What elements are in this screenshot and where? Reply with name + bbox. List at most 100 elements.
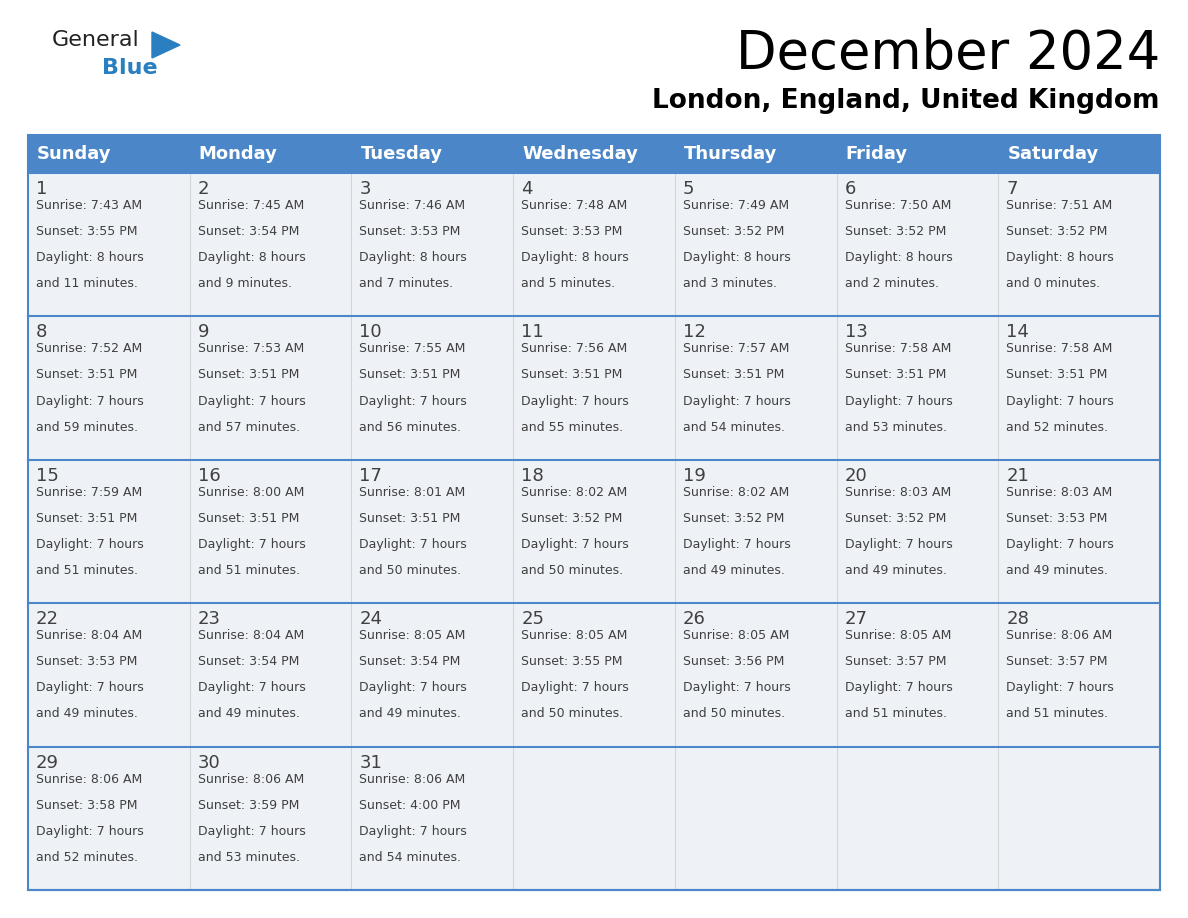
Text: Sunrise: 7:45 AM: Sunrise: 7:45 AM [197, 199, 304, 212]
Text: Daylight: 7 hours: Daylight: 7 hours [683, 538, 790, 551]
Text: Sunrise: 7:58 AM: Sunrise: 7:58 AM [845, 342, 950, 355]
Bar [352, 460, 513, 603]
Text: Daylight: 7 hours: Daylight: 7 hours [522, 681, 628, 694]
Text: and 50 minutes.: and 50 minutes. [522, 564, 624, 577]
Text: and 2 minutes.: and 2 minutes. [845, 277, 939, 290]
Text: Sunrise: 8:06 AM: Sunrise: 8:06 AM [1006, 629, 1112, 643]
Bar [190, 460, 352, 603]
Text: Sunset: 3:51 PM: Sunset: 3:51 PM [360, 368, 461, 382]
Text: Daylight: 7 hours: Daylight: 7 hours [845, 538, 953, 551]
Text: and 51 minutes.: and 51 minutes. [845, 708, 947, 721]
Text: 3: 3 [360, 180, 371, 198]
Text: Daylight: 7 hours: Daylight: 7 hours [522, 538, 628, 551]
Bar [998, 317, 1159, 460]
Text: Sunrise: 7:51 AM: Sunrise: 7:51 AM [1006, 199, 1112, 212]
Text: Sunset: 3:52 PM: Sunset: 3:52 PM [845, 225, 946, 238]
Text: Sunrise: 7:48 AM: Sunrise: 7:48 AM [522, 199, 627, 212]
Text: Daylight: 7 hours: Daylight: 7 hours [197, 538, 305, 551]
Text: Daylight: 7 hours: Daylight: 7 hours [360, 395, 467, 408]
Text: 10: 10 [360, 323, 383, 341]
Bar [190, 173, 352, 317]
Text: Sunrise: 7:57 AM: Sunrise: 7:57 AM [683, 342, 789, 355]
Text: Daylight: 7 hours: Daylight: 7 hours [360, 681, 467, 694]
Text: 21: 21 [1006, 466, 1029, 485]
Text: 6: 6 [845, 180, 855, 198]
Bar [29, 135, 1159, 890]
Text: and 51 minutes.: and 51 minutes. [197, 564, 299, 577]
Bar [29, 135, 1159, 173]
Text: 30: 30 [197, 754, 221, 772]
Text: Sunset: 3:54 PM: Sunset: 3:54 PM [197, 655, 299, 668]
Text: Sunset: 3:52 PM: Sunset: 3:52 PM [845, 512, 946, 525]
Text: London, England, United Kingdom: London, England, United Kingdom [652, 88, 1159, 114]
Text: 24: 24 [360, 610, 383, 628]
Text: Sunset: 3:53 PM: Sunset: 3:53 PM [1006, 512, 1107, 525]
Text: Sunset: 3:51 PM: Sunset: 3:51 PM [683, 368, 784, 382]
Text: Sunset: 4:00 PM: Sunset: 4:00 PM [360, 799, 461, 812]
Text: Sunset: 3:53 PM: Sunset: 3:53 PM [360, 225, 461, 238]
Text: 7: 7 [1006, 180, 1018, 198]
Text: Sunset: 3:59 PM: Sunset: 3:59 PM [197, 799, 299, 812]
Text: and 50 minutes.: and 50 minutes. [360, 564, 462, 577]
Text: and 49 minutes.: and 49 minutes. [197, 708, 299, 721]
Text: and 52 minutes.: and 52 minutes. [1006, 420, 1108, 433]
Text: Sunrise: 8:06 AM: Sunrise: 8:06 AM [36, 773, 143, 786]
Text: Sunrise: 8:01 AM: Sunrise: 8:01 AM [360, 486, 466, 498]
Text: 16: 16 [197, 466, 221, 485]
Text: Daylight: 8 hours: Daylight: 8 hours [845, 252, 953, 264]
Text: and 5 minutes.: and 5 minutes. [522, 277, 615, 290]
Text: and 51 minutes.: and 51 minutes. [36, 564, 138, 577]
Text: Sunrise: 8:00 AM: Sunrise: 8:00 AM [197, 486, 304, 498]
Text: Sunset: 3:55 PM: Sunset: 3:55 PM [522, 655, 623, 668]
Text: Daylight: 7 hours: Daylight: 7 hours [683, 395, 790, 408]
Bar [352, 746, 513, 890]
Bar [675, 460, 836, 603]
Text: General: General [52, 30, 140, 50]
Text: and 49 minutes.: and 49 minutes. [36, 708, 138, 721]
Text: and 49 minutes.: and 49 minutes. [1006, 564, 1108, 577]
Bar [352, 173, 513, 317]
Text: 5: 5 [683, 180, 694, 198]
Text: Sunset: 3:52 PM: Sunset: 3:52 PM [1006, 225, 1107, 238]
Text: Daylight: 8 hours: Daylight: 8 hours [683, 252, 790, 264]
Text: Sunrise: 8:04 AM: Sunrise: 8:04 AM [197, 629, 304, 643]
Text: December 2024: December 2024 [735, 28, 1159, 80]
Text: Sunrise: 7:52 AM: Sunrise: 7:52 AM [36, 342, 143, 355]
Text: Sunrise: 7:58 AM: Sunrise: 7:58 AM [1006, 342, 1113, 355]
Text: and 55 minutes.: and 55 minutes. [522, 420, 624, 433]
Text: 29: 29 [36, 754, 59, 772]
Bar [998, 173, 1159, 317]
Text: Sunset: 3:51 PM: Sunset: 3:51 PM [1006, 368, 1107, 382]
Text: Daylight: 7 hours: Daylight: 7 hours [36, 681, 144, 694]
Text: Sunset: 3:57 PM: Sunset: 3:57 PM [845, 655, 946, 668]
Text: and 50 minutes.: and 50 minutes. [522, 708, 624, 721]
Text: and 0 minutes.: and 0 minutes. [1006, 277, 1100, 290]
Text: and 53 minutes.: and 53 minutes. [197, 851, 299, 864]
Bar [190, 746, 352, 890]
Text: Thursday: Thursday [684, 145, 777, 163]
Bar [29, 317, 190, 460]
Text: and 49 minutes.: and 49 minutes. [683, 564, 785, 577]
Text: 17: 17 [360, 466, 383, 485]
Bar [352, 603, 513, 746]
Text: Sunrise: 7:55 AM: Sunrise: 7:55 AM [360, 342, 466, 355]
Text: 12: 12 [683, 323, 706, 341]
Text: Sunset: 3:55 PM: Sunset: 3:55 PM [36, 225, 138, 238]
Text: Daylight: 7 hours: Daylight: 7 hours [845, 681, 953, 694]
Text: Daylight: 7 hours: Daylight: 7 hours [683, 681, 790, 694]
Text: Daylight: 7 hours: Daylight: 7 hours [36, 824, 144, 838]
Text: Sunrise: 8:05 AM: Sunrise: 8:05 AM [683, 629, 789, 643]
Text: Sunrise: 7:49 AM: Sunrise: 7:49 AM [683, 199, 789, 212]
Text: 22: 22 [36, 610, 59, 628]
Text: Sunday: Sunday [37, 145, 112, 163]
Text: Daylight: 8 hours: Daylight: 8 hours [1006, 252, 1114, 264]
Text: and 11 minutes.: and 11 minutes. [36, 277, 138, 290]
Text: Sunrise: 7:56 AM: Sunrise: 7:56 AM [522, 342, 627, 355]
Bar [513, 746, 675, 890]
Bar [513, 460, 675, 603]
Bar [29, 746, 190, 890]
Text: Sunset: 3:56 PM: Sunset: 3:56 PM [683, 655, 784, 668]
Text: and 7 minutes.: and 7 minutes. [360, 277, 454, 290]
Text: Daylight: 7 hours: Daylight: 7 hours [1006, 681, 1114, 694]
Text: Daylight: 7 hours: Daylight: 7 hours [1006, 538, 1114, 551]
